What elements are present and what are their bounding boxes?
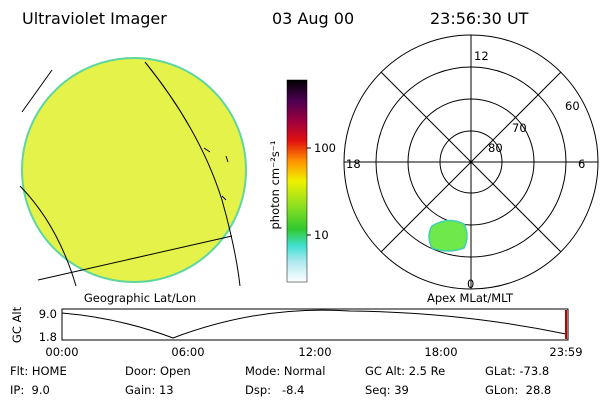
hour-label: 0 bbox=[467, 277, 474, 291]
info-field: GC Alt: 2.5 Re bbox=[365, 364, 445, 378]
colorbar-unit: photon cm⁻²s⁻¹ bbox=[268, 141, 282, 230]
polar-grid bbox=[343, 34, 599, 290]
timeline-frame bbox=[61, 308, 569, 341]
timeline-x-tick: 12:00 bbox=[298, 345, 331, 359]
timeline-x-tick: 00:00 bbox=[45, 345, 78, 359]
timeline-x-tick: 18:00 bbox=[424, 345, 457, 359]
info-panel: Flt: HOME Door: Open Mode: Normal GC Alt: 2… bbox=[10, 364, 551, 397]
info-field: Flt: HOME bbox=[10, 364, 67, 378]
info-field: Door: Open bbox=[125, 364, 191, 378]
info-field: IP: 9.0 bbox=[10, 383, 50, 397]
hour-label: 6 bbox=[578, 157, 585, 171]
title: Ultraviolet Imager bbox=[22, 9, 167, 28]
info-field: GLat: -73.8 bbox=[485, 364, 549, 378]
timeline-x-tick: 23:59 bbox=[549, 345, 582, 359]
info-field: Mode: Normal bbox=[245, 364, 325, 378]
lat-line bbox=[37, 235, 233, 281]
aurora-blob bbox=[428, 219, 468, 252]
uv-disk bbox=[21, 57, 247, 283]
info-field: Dsp: -8.4 bbox=[245, 383, 304, 397]
spoke bbox=[380, 71, 562, 253]
ring-label: 70 bbox=[512, 121, 527, 135]
lon-line bbox=[19, 185, 77, 287]
hour-label: 12 bbox=[474, 49, 489, 63]
hour-label: 18 bbox=[346, 157, 361, 171]
timeline-y-tick: 9.0 bbox=[39, 307, 57, 321]
coast-line bbox=[21, 69, 53, 113]
colorbar-tick-label: 100 bbox=[314, 141, 336, 155]
ring-label: 60 bbox=[565, 99, 580, 113]
time: 23:56:30 UT bbox=[430, 9, 529, 28]
panel-label: Geographic Lat/Lon bbox=[84, 291, 196, 305]
timeline-x-tick: 06:00 bbox=[171, 345, 204, 359]
coast-line bbox=[203, 147, 229, 201]
colorbar-tick-label: 10 bbox=[314, 228, 329, 242]
panel-label: Apex MLat/MLT bbox=[427, 291, 514, 305]
colorbar bbox=[286, 79, 308, 283]
timeline-y-tick: 1.8 bbox=[39, 330, 57, 344]
timeline-axis-label: GC Alt bbox=[10, 306, 24, 343]
info-field: Gain: 13 bbox=[125, 383, 174, 397]
altitude-curve bbox=[61, 309, 567, 339]
lon-line bbox=[144, 61, 241, 287]
info-field: Seq: 39 bbox=[365, 383, 409, 397]
info-field: GLon: 28.8 bbox=[485, 383, 551, 397]
date: 03 Aug 00 bbox=[272, 9, 354, 28]
geo-image bbox=[19, 57, 247, 287]
ring-label: 80 bbox=[488, 141, 503, 155]
